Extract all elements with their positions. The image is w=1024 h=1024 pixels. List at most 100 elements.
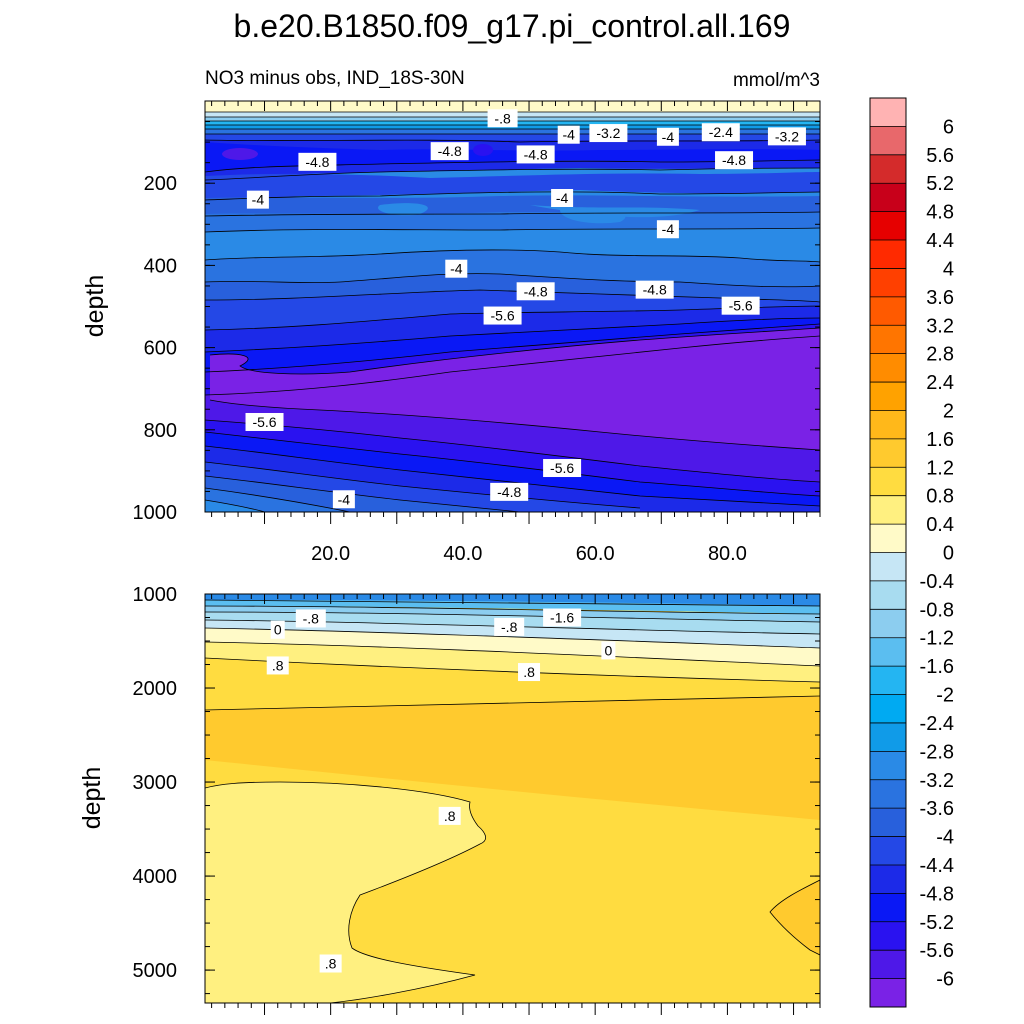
contour-label: -4.8 bbox=[715, 151, 754, 170]
colorbar-label: -0.8 bbox=[920, 599, 954, 621]
contour-label: .8 bbox=[319, 954, 342, 973]
contour-label-box bbox=[516, 282, 555, 301]
band-fill bbox=[205, 600, 820, 614]
colorbar-swatch bbox=[870, 240, 906, 269]
contour-label-text: -4 bbox=[662, 129, 675, 145]
contour-line bbox=[769, 879, 820, 956]
y-tick-label: 200 bbox=[144, 173, 177, 195]
chart-subtitle-right: mmol/m^3 bbox=[733, 70, 820, 91]
contour-label-text: -4.8 bbox=[524, 146, 548, 162]
contour-label-text: .8 bbox=[523, 664, 535, 680]
lower-y-axis: 1000 2000 3000 4000 5000 bbox=[133, 584, 820, 995]
upper-y-axis: 200 400 600 800 1000 bbox=[133, 100, 820, 524]
y-tick-label: 1000 bbox=[133, 502, 178, 524]
colorbar-label: -1.2 bbox=[920, 628, 954, 650]
contour-label: -.8 bbox=[295, 609, 326, 628]
contour-label: -4 bbox=[246, 190, 269, 209]
contour-label: -4.8 bbox=[516, 282, 555, 301]
y-tick-label: 5000 bbox=[133, 960, 178, 982]
colorbar-label: 0 bbox=[943, 543, 954, 565]
contour-label-text: .8 bbox=[444, 808, 456, 824]
band-fill bbox=[205, 129, 820, 135]
contour-label-box bbox=[701, 123, 740, 142]
band-fill bbox=[205, 606, 820, 622]
band-fill bbox=[205, 125, 820, 130]
chart-title: b.e20.B1850.f09_g17.pi_control.all.169 bbox=[234, 8, 791, 44]
colorbar-label: -5.2 bbox=[920, 912, 954, 934]
colorbar-swatch bbox=[870, 609, 906, 639]
contour-label-text: -4.8 bbox=[305, 154, 329, 170]
contour-label-box bbox=[438, 806, 461, 825]
x-tick-label: 80.0 bbox=[708, 543, 747, 565]
contour-label-box bbox=[543, 608, 582, 627]
colorbar-swatch bbox=[870, 524, 906, 553]
x-tick-label: 60.0 bbox=[576, 543, 615, 565]
contour-label-box bbox=[246, 190, 269, 209]
colorbar-label: 1.2 bbox=[926, 457, 954, 479]
contour-label-box bbox=[295, 609, 326, 628]
contour-label: 0 bbox=[270, 620, 285, 639]
colorbar-label: 3.6 bbox=[926, 287, 954, 309]
contour-label-box bbox=[270, 620, 285, 639]
contour-label-text: -4 bbox=[450, 261, 463, 277]
colorbar-frame bbox=[869, 97, 907, 1008]
colorbar-swatch bbox=[870, 268, 906, 298]
upper-contour-labels: -.8-4 -3.2 -4 -2.4 -3.2-4.8-4.8 -4.8 -4.8-4 -4-… bbox=[245, 109, 806, 509]
colorbar-swatch bbox=[870, 353, 906, 383]
contour-line bbox=[205, 419, 820, 483]
contour-line bbox=[205, 249, 820, 263]
contour-label-text: -4.8 bbox=[643, 282, 667, 298]
colorbar-swatch bbox=[870, 183, 906, 213]
contour-line bbox=[205, 695, 820, 711]
contour-label-text: 0 bbox=[604, 642, 612, 658]
colorbar-label: 0.4 bbox=[926, 514, 954, 536]
colorbar-swatch bbox=[870, 751, 906, 781]
contour-label: -4 bbox=[656, 220, 679, 239]
contour-label-box bbox=[245, 412, 284, 431]
colorbar-label: 5.6 bbox=[926, 145, 954, 167]
contour-label-box bbox=[656, 220, 679, 239]
colorbar-swatch bbox=[870, 467, 906, 497]
contour-label-text: -5.6 bbox=[550, 460, 574, 476]
colorbar-label: 4 bbox=[943, 258, 954, 280]
contour-label-text: -4.8 bbox=[722, 152, 746, 168]
contour-label-box bbox=[298, 152, 337, 171]
band-fill bbox=[222, 148, 258, 160]
colorbar-label: 2.8 bbox=[926, 344, 954, 366]
contour-label-box bbox=[494, 617, 525, 636]
contour-label: -5.6 bbox=[543, 459, 582, 478]
colorbar-label: -0.4 bbox=[920, 571, 954, 593]
contour-label-box bbox=[487, 109, 518, 128]
contour-line bbox=[205, 323, 820, 373]
colorbar-swatch bbox=[870, 779, 906, 809]
contour-label: -2.4 bbox=[701, 123, 740, 142]
band-fill bbox=[530, 205, 700, 218]
contour-line bbox=[205, 211, 820, 217]
colorbar-label: -3.6 bbox=[920, 798, 954, 820]
colorbar-swatch bbox=[870, 438, 906, 468]
contour-label-box bbox=[557, 125, 580, 144]
contour-label: 0 bbox=[601, 641, 616, 660]
contour-label: -5.6 bbox=[245, 412, 284, 431]
contour-label-text: -4.8 bbox=[497, 484, 521, 500]
contour-label: -4 bbox=[656, 127, 679, 146]
contour-line bbox=[205, 475, 521, 512]
contour-label-text: -5.6 bbox=[729, 298, 753, 314]
contour-label: -4 bbox=[445, 259, 468, 278]
colorbar-label: -3.2 bbox=[920, 770, 954, 792]
contour-label-text: -3.2 bbox=[775, 128, 799, 144]
colorbar-label: -2.8 bbox=[920, 741, 954, 763]
contour-line bbox=[209, 327, 820, 375]
colorbar-label: -2.4 bbox=[920, 713, 954, 735]
contour-label-text: -5.6 bbox=[252, 414, 276, 430]
contour-label: -4 bbox=[332, 490, 355, 509]
x-tick-label: 20.0 bbox=[311, 543, 350, 565]
band-fill bbox=[205, 134, 820, 141]
contour-line bbox=[205, 317, 820, 353]
colorbar-label: -4.8 bbox=[920, 883, 954, 905]
contour-label: -4 bbox=[557, 125, 580, 144]
y-tick-label: 600 bbox=[144, 338, 177, 360]
contour-line bbox=[205, 289, 820, 303]
contour-label: -5.6 bbox=[721, 296, 760, 315]
colorbar-label: -4 bbox=[936, 827, 954, 849]
